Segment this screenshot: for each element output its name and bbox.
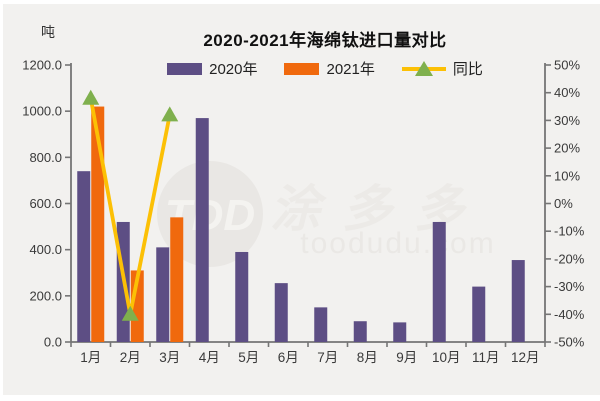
left-axis-tick-label: 800.0 [29,150,62,165]
bar-2020年-10月 [432,221,446,342]
x-axis-category-label: 7月 [317,350,338,365]
x-axis-category-label: 12月 [511,350,540,365]
x-axis-category-label: 4月 [199,350,220,365]
watermark-domain-text: toodudu.com [300,227,495,260]
legend-item-2020: 2020年 [167,58,257,79]
left-axis-tick-label: 1000.0 [22,104,62,119]
legend-swatch-2020 [167,62,203,75]
legend-item-yoy: 同比 [401,58,483,79]
right-axis-tick-label: -40% [554,307,585,322]
legend: 2020年 2021年 同比 [60,58,590,79]
legend-label-yoy: 同比 [452,61,483,78]
right-axis-tick-label: -50% [554,335,585,350]
x-axis-category-label: 5月 [238,350,259,365]
x-axis-category-label: 10月 [432,350,461,365]
watermark-logo-circle [157,161,263,267]
x-axis-category-label: 11月 [472,350,500,365]
right-axis-tick-label: 0% [554,196,573,211]
bar-2020年-4月 [195,118,209,342]
right-axis-tick-label: 50% [554,58,580,73]
x-axis-category-label: 8月 [357,350,378,365]
left-axis-unit-label: 吨 [41,24,55,40]
left-axis-tick-label: 200.0 [29,288,62,303]
watermark: TDD 涂多多 toodudu.com [157,161,495,267]
right-axis-tick-label: 10% [554,168,580,183]
bar-2020年-3月 [156,247,170,342]
x-axis-category-label: 2月 [120,350,141,365]
bar-2021年-3月 [170,217,184,342]
yoy-marker-3月 [161,106,179,122]
watermark-brand-text: 涂多多 [270,181,486,237]
legend-item-2021: 2021年 [284,58,375,79]
left-axis-tick-label: 400.0 [29,242,62,257]
bar-2020年-7月 [314,307,328,342]
legend-line-marker-icon [401,60,446,77]
x-axis-category-label: 6月 [278,350,299,365]
yoy-marker-1月 [82,89,100,105]
legend-label-2020: 2020年 [209,61,258,78]
right-axis-tick-label: 40% [554,85,580,100]
right-axis-tick-label: 20% [554,141,580,156]
bar-2020年-8月 [353,321,367,342]
yoy-marker-2月 [121,305,139,321]
x-axis-category-label: 3月 [159,350,180,365]
bar-2020年-9月 [393,322,407,342]
chart-title: 2020-2021年海绵钛进口量对比 [203,31,447,50]
x-axis-category-label: 1月 [80,350,101,365]
bar-2021年-1月 [91,106,105,342]
x-axis-category-label: 9月 [396,350,417,365]
legend-swatch-2021 [284,62,320,75]
bar-2020年-1月 [77,171,91,342]
legend-label-2021: 2021年 [326,61,375,78]
left-axis-tick-label: 0.0 [44,335,62,350]
right-axis-tick-label: 30% [554,113,580,128]
right-axis-tick-label: -10% [554,224,585,239]
right-axis-tick-label: -30% [554,279,585,294]
right-axis-tick-label: -20% [554,251,585,266]
bar-2020年-11月 [472,286,486,342]
bar-2020年-12月 [511,260,525,342]
bar-2020年-6月 [274,283,288,342]
bar-2020年-5月 [235,251,249,342]
left-axis-tick-label: 1200.0 [22,58,62,73]
left-axis-tick-label: 600.0 [29,196,62,211]
